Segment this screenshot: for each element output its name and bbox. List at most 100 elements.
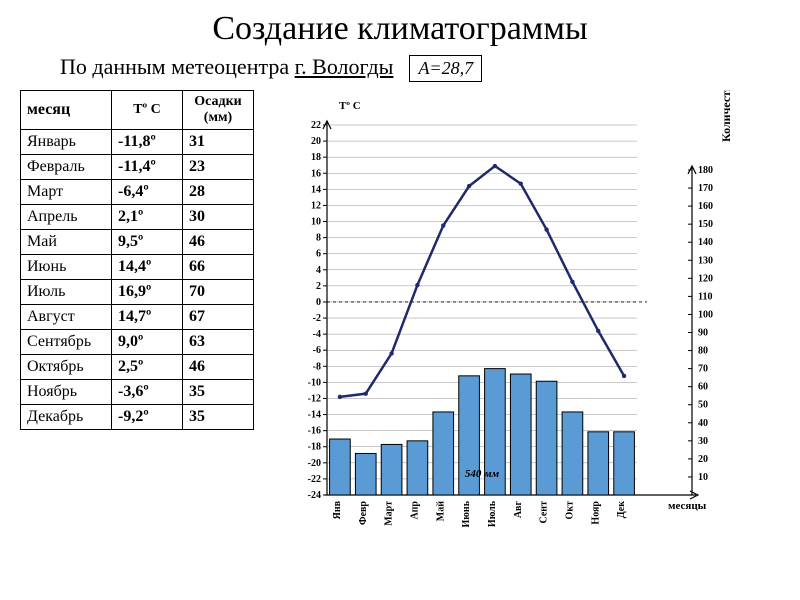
temp-axis-label: Tº C xyxy=(339,100,361,112)
month-label: Дек xyxy=(616,501,627,518)
table-cell: 30 xyxy=(183,205,254,230)
precip-axis-label: Количество осадков (мм) xyxy=(719,90,732,142)
table-cell: Декабрь xyxy=(21,405,112,430)
temp-marker xyxy=(415,283,419,287)
climatogram-chart: -24-22-20-18-16-14-12-10-8-6-4-202468101… xyxy=(272,90,732,540)
table-row: Июль16,9º70 xyxy=(21,280,254,305)
table-cell: -11,4º xyxy=(112,155,183,180)
table-cell: 35 xyxy=(183,405,254,430)
precip-tick-label: 120 xyxy=(698,273,713,284)
table-cell: 2,5º xyxy=(112,355,183,380)
precip-bar xyxy=(588,432,609,495)
month-label: Март xyxy=(384,501,395,526)
x-axis-label: месяцы xyxy=(668,500,707,512)
temp-marker xyxy=(493,164,497,168)
table-header: Осадки (мм) xyxy=(183,91,254,130)
temp-tick-label: -24 xyxy=(308,490,321,501)
temp-tick-label: 16 xyxy=(311,168,321,179)
table-cell: Январь xyxy=(21,130,112,155)
table-cell: Февраль xyxy=(21,155,112,180)
temp-tick-label: 4 xyxy=(316,265,321,276)
precip-tick-label: 70 xyxy=(698,364,708,375)
table-cell: Май xyxy=(21,230,112,255)
table-row: Май9,5º46 xyxy=(21,230,254,255)
table-cell: 14,4º xyxy=(112,255,183,280)
table-cell: 35 xyxy=(183,380,254,405)
temp-tick-label: -22 xyxy=(308,474,321,485)
table-cell: 46 xyxy=(183,355,254,380)
temp-line xyxy=(340,166,624,397)
table-row: Январь-11,8º31 xyxy=(21,130,254,155)
precip-tick-label: 80 xyxy=(698,346,708,357)
temp-marker xyxy=(364,391,368,395)
precip-tick-label: 130 xyxy=(698,255,713,266)
temp-marker xyxy=(338,395,342,399)
subtitle-row: По данным метеоцентра г. Вологды А=28,7 xyxy=(60,54,780,82)
table-cell: Июль xyxy=(21,280,112,305)
temp-tick-label: 6 xyxy=(316,249,321,260)
temp-tick-label: -16 xyxy=(308,426,321,437)
table-row: Февраль-11,4º23 xyxy=(21,155,254,180)
temp-marker xyxy=(544,227,548,231)
temp-marker xyxy=(441,223,445,227)
temp-marker xyxy=(570,280,574,284)
table-cell: 70 xyxy=(183,280,254,305)
table-cell: Июнь xyxy=(21,255,112,280)
page-title: Создание климатограммы xyxy=(20,10,780,48)
precip-tick-label: 160 xyxy=(698,201,713,212)
month-label: Апр xyxy=(409,501,420,520)
climate-table: месяцTº CОсадки (мм) Январь-11,8º31Февра… xyxy=(20,90,254,430)
month-label: Авг xyxy=(513,501,524,519)
precip-bar xyxy=(381,444,402,495)
table-cell: 46 xyxy=(183,230,254,255)
month-label: Май xyxy=(435,501,446,521)
table-row: Октябрь2,5º46 xyxy=(21,355,254,380)
temp-tick-label: -20 xyxy=(308,458,321,469)
temp-tick-label: 0 xyxy=(316,297,321,308)
table-cell: 67 xyxy=(183,305,254,330)
precip-tick-label: 100 xyxy=(698,309,713,320)
table-row: Июнь14,4º66 xyxy=(21,255,254,280)
precip-tick-label: 40 xyxy=(698,418,708,429)
month-label: Окт xyxy=(564,501,575,520)
precip-tick-label: 60 xyxy=(698,382,708,393)
precip-bar xyxy=(562,412,583,495)
table-cell: Август xyxy=(21,305,112,330)
table-cell: -9,2º xyxy=(112,405,183,430)
temp-tick-label: -4 xyxy=(313,329,321,340)
precip-bar xyxy=(614,432,635,495)
month-label: Июль xyxy=(487,500,498,527)
precip-bar xyxy=(536,381,557,495)
temp-tick-label: -2 xyxy=(313,313,321,324)
precip-tick-label: 10 xyxy=(698,472,708,483)
table-cell: Октябрь xyxy=(21,355,112,380)
temp-tick-label: -10 xyxy=(308,377,321,388)
temp-tick-label: -8 xyxy=(313,361,321,372)
table-cell: -11,8º xyxy=(112,130,183,155)
precip-tick-label: 30 xyxy=(698,436,708,447)
temp-tick-label: -6 xyxy=(313,345,321,356)
table-header: Tº C xyxy=(112,91,183,130)
table-row: Апрель2,1º30 xyxy=(21,205,254,230)
precip-bar xyxy=(433,412,454,495)
precip-tick-label: 150 xyxy=(698,219,713,230)
temp-tick-label: -14 xyxy=(308,410,321,421)
temp-marker xyxy=(389,351,393,355)
table-cell: 63 xyxy=(183,330,254,355)
temp-tick-label: -18 xyxy=(308,442,321,453)
precip-bar xyxy=(510,374,531,495)
precip-bar xyxy=(407,441,428,495)
month-label: Июнь xyxy=(461,500,472,527)
temp-marker xyxy=(622,374,626,378)
temp-tick-label: 10 xyxy=(311,217,321,228)
precip-tick-label: 110 xyxy=(698,291,712,302)
table-cell: -3,6º xyxy=(112,380,183,405)
table-cell: Март xyxy=(21,180,112,205)
precip-bar xyxy=(355,453,376,495)
annual-precip-label: 540 мм xyxy=(465,468,500,480)
city-name: г. Вологды xyxy=(295,54,394,79)
precip-tick-label: 140 xyxy=(698,237,713,248)
subtitle-prefix: По данным метеоцентра xyxy=(60,54,289,79)
table-cell: 2,1º xyxy=(112,205,183,230)
amplitude-box: А=28,7 xyxy=(409,55,482,82)
